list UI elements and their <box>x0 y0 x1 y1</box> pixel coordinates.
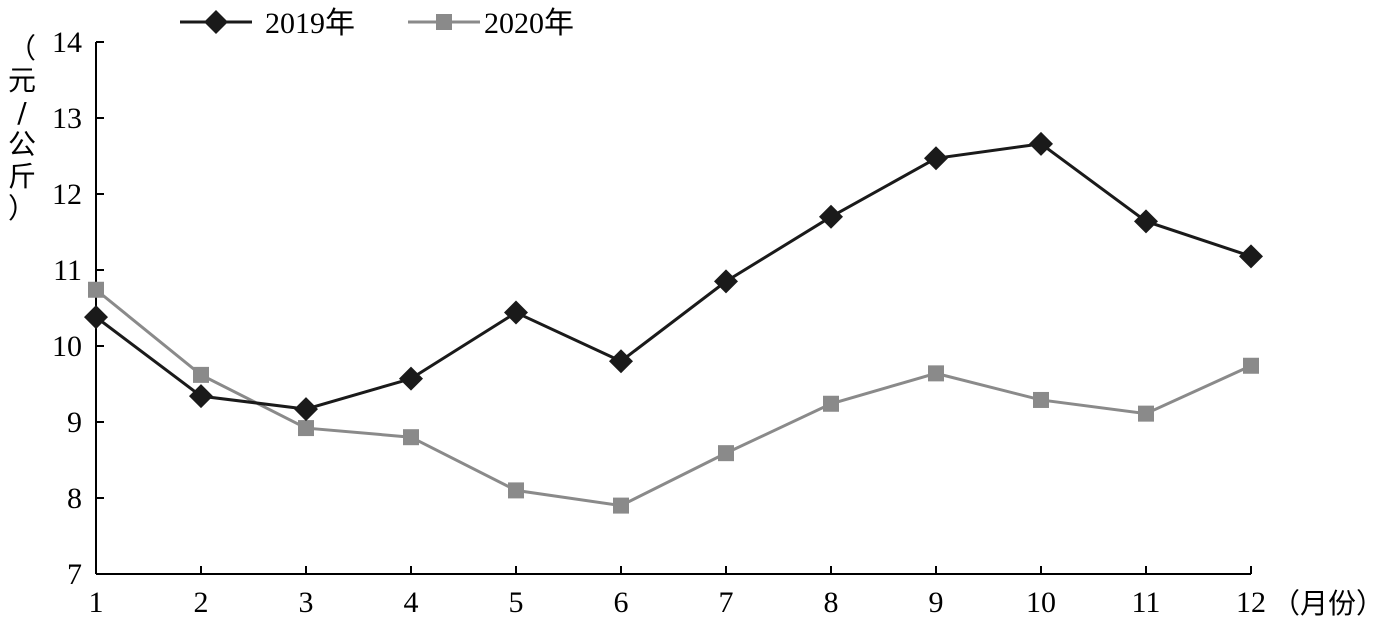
x-tick-label: 7 <box>719 586 734 619</box>
x-tick-label: 6 <box>614 586 629 619</box>
data-point <box>294 397 318 422</box>
series-line <box>95 142 1252 411</box>
data-point <box>718 445 734 462</box>
data-point <box>403 429 419 446</box>
y-axis-label-char: / <box>17 96 27 129</box>
legend-marker <box>436 14 452 30</box>
data-point <box>399 366 423 391</box>
legend-label: 2020年 <box>484 7 574 40</box>
y-axis-label-char: 元 <box>8 64 36 97</box>
y-axis-label: （元/公斤） <box>8 32 36 225</box>
x-tick-label: 2 <box>194 586 209 619</box>
legend-label: 2019年 <box>265 7 355 40</box>
data-point <box>298 420 314 437</box>
data-point <box>193 366 209 383</box>
x-tick-label: 12 <box>1236 586 1266 619</box>
data-point <box>714 269 738 294</box>
data-point <box>924 146 948 171</box>
data-point <box>1033 391 1049 408</box>
y-tick-label: 7 <box>67 558 82 591</box>
data-point <box>88 281 104 298</box>
data-point <box>189 384 213 409</box>
y-tick-label: 9 <box>67 406 82 439</box>
x-tick-label: 3 <box>299 586 314 619</box>
series-2020年 <box>88 281 1259 514</box>
data-point <box>504 300 528 325</box>
data-point <box>508 482 524 499</box>
legend: 2019年 2020年 <box>180 7 574 40</box>
y-axis-label-char: 公 <box>8 128 36 161</box>
data-point <box>1243 357 1259 374</box>
x-tick-label: 11 <box>1132 586 1161 619</box>
y-tick-label: 12 <box>52 178 82 211</box>
data-point <box>1239 244 1263 269</box>
data-point <box>1029 131 1053 156</box>
y-tick-label: 11 <box>53 254 82 287</box>
data-point <box>613 497 629 514</box>
x-axis-label: （月份） <box>1272 587 1383 620</box>
x-tick-label: 9 <box>929 586 944 619</box>
series-2019年 <box>84 131 1263 422</box>
data-point <box>84 305 108 330</box>
legend-item: 2019年 <box>180 7 355 40</box>
y-tick-label: 14 <box>52 26 82 59</box>
legend-marker <box>204 10 228 34</box>
data-point <box>823 395 839 412</box>
x-tick-label: 5 <box>509 586 524 619</box>
x-tick-label: 1 <box>89 586 104 619</box>
x-tick-label: 10 <box>1026 586 1056 619</box>
data-point <box>1134 209 1158 234</box>
legend-item: 2020年 <box>408 7 574 40</box>
y-tick-label: 8 <box>67 482 82 515</box>
x-tick-label: 8 <box>824 586 839 619</box>
y-axis-label-char: （ <box>8 32 36 65</box>
y-axis-label-char: ） <box>8 192 36 225</box>
y-axis-label-char: 斤 <box>8 160 36 193</box>
data-point <box>819 204 843 229</box>
y-tick-label: 10 <box>52 330 82 363</box>
y-tick-label: 13 <box>52 102 82 135</box>
series-layer <box>84 131 1263 514</box>
series-line <box>95 288 1252 508</box>
x-tick-label: 4 <box>404 586 419 619</box>
data-point <box>1138 405 1154 422</box>
data-point <box>609 349 633 374</box>
data-point <box>928 365 944 382</box>
